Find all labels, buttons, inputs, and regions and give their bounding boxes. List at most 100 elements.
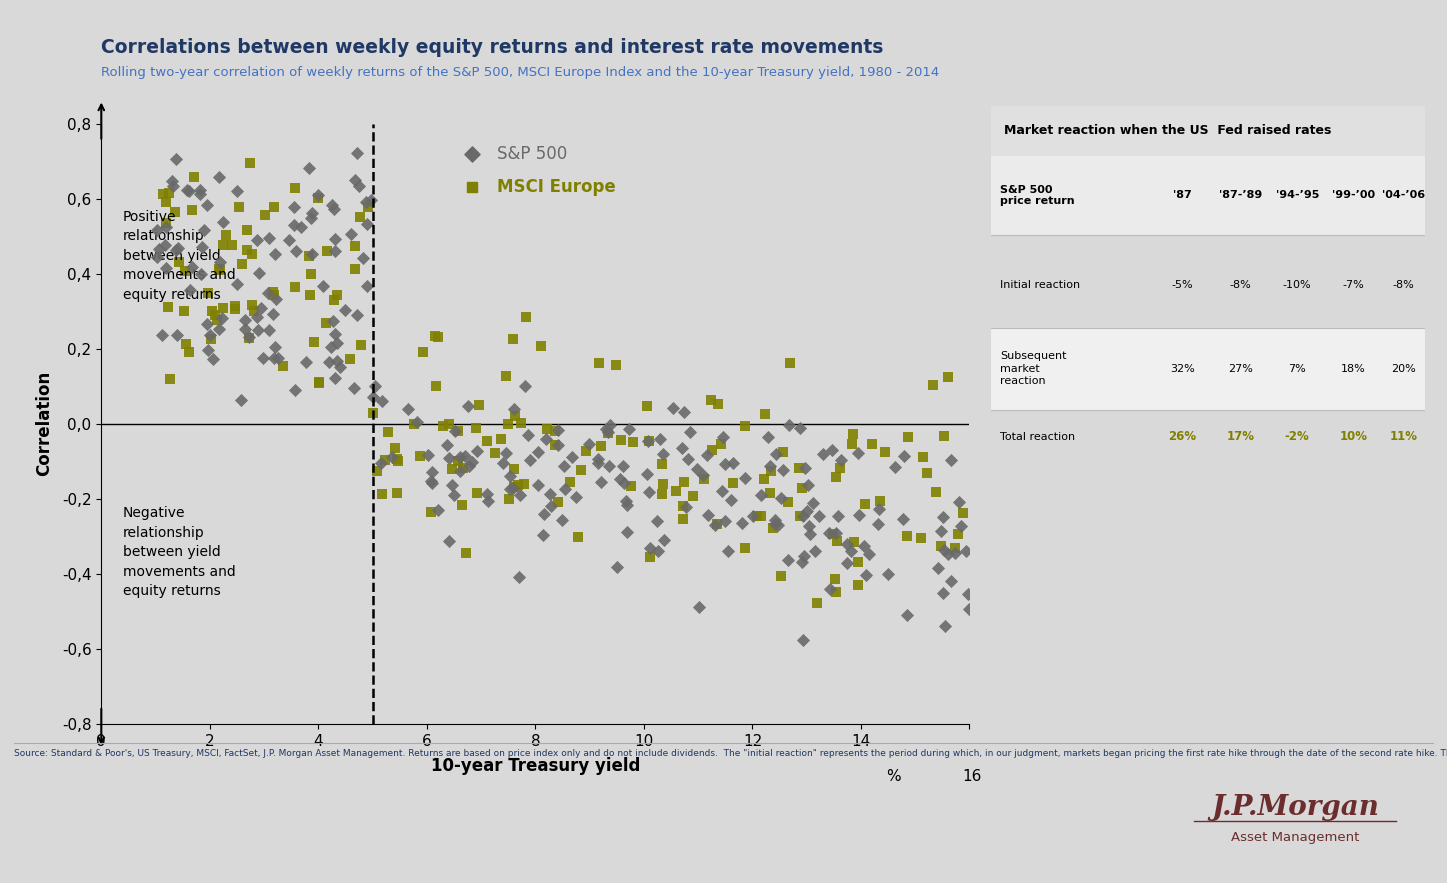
- Point: [168, 255, 191, 269]
- Point: [596, 425, 619, 439]
- Text: 20%: 20%: [1391, 364, 1417, 374]
- Text: '87-’89: '87-’89: [1220, 191, 1262, 200]
- Point: [207, 322, 230, 336]
- Point: [506, 478, 530, 492]
- Point: [855, 568, 878, 582]
- Point: [846, 577, 870, 592]
- Point: [240, 246, 263, 260]
- Text: 27%: 27%: [1229, 364, 1253, 374]
- Point: [339, 227, 362, 241]
- Point: [527, 445, 550, 459]
- Point: [370, 394, 394, 408]
- Point: [420, 504, 443, 518]
- Point: [495, 369, 518, 383]
- Point: [289, 220, 313, 234]
- Point: [764, 447, 787, 461]
- Point: [560, 449, 583, 464]
- Point: [278, 233, 301, 247]
- Point: [546, 423, 569, 437]
- Point: [298, 289, 321, 303]
- Point: [820, 443, 844, 457]
- Point: [502, 480, 525, 494]
- Point: [210, 311, 233, 325]
- Point: [385, 452, 408, 466]
- Point: [431, 419, 454, 434]
- Point: [263, 246, 287, 260]
- Point: [615, 525, 638, 540]
- Point: [637, 434, 660, 448]
- Point: [207, 262, 230, 276]
- Point: [553, 459, 576, 473]
- Text: J.P.Morgan: J.P.Morgan: [1211, 795, 1379, 821]
- Point: [803, 544, 826, 558]
- Point: [307, 376, 330, 390]
- Point: [671, 404, 695, 419]
- Point: [619, 479, 642, 493]
- Point: [352, 251, 375, 265]
- Point: [771, 445, 794, 459]
- Point: [896, 608, 919, 622]
- Point: [250, 301, 273, 315]
- Point: [768, 569, 792, 583]
- Point: [501, 332, 524, 346]
- Point: [224, 299, 247, 313]
- Point: [826, 509, 849, 524]
- Point: [933, 619, 956, 633]
- Point: [233, 313, 256, 327]
- Point: [932, 585, 955, 600]
- Point: [825, 470, 848, 484]
- Point: [496, 417, 519, 431]
- Point: [734, 540, 757, 555]
- Point: [203, 307, 226, 321]
- Point: [326, 354, 349, 368]
- Point: [635, 467, 658, 481]
- Point: [158, 186, 181, 200]
- Point: [550, 513, 573, 527]
- Point: [648, 432, 671, 446]
- Point: [190, 240, 213, 254]
- Point: [214, 228, 237, 242]
- Point: [612, 477, 635, 491]
- Point: [805, 595, 828, 609]
- Point: [664, 484, 687, 498]
- Point: [350, 338, 373, 352]
- Point: [498, 492, 521, 506]
- Point: [559, 474, 582, 488]
- Point: [201, 304, 224, 318]
- Point: [262, 351, 285, 365]
- Point: [307, 191, 330, 205]
- Point: [822, 527, 845, 541]
- Point: [731, 517, 754, 531]
- Point: [232, 257, 255, 271]
- Point: [265, 291, 288, 306]
- Point: [182, 170, 205, 184]
- Point: [638, 541, 661, 555]
- Point: [752, 472, 776, 486]
- Point: [676, 451, 699, 465]
- Point: [159, 372, 182, 386]
- Point: [320, 340, 343, 354]
- Point: [587, 356, 611, 370]
- Point: [734, 419, 757, 434]
- Point: [841, 437, 864, 451]
- Point: [424, 379, 447, 393]
- Point: [674, 500, 697, 514]
- Point: [842, 535, 865, 549]
- Point: [819, 582, 842, 596]
- Point: [334, 304, 357, 318]
- Point: [315, 244, 339, 258]
- Point: [929, 539, 952, 553]
- Point: [512, 477, 535, 491]
- Point: [710, 484, 734, 498]
- Point: [314, 316, 337, 330]
- Point: [818, 525, 841, 540]
- Point: [282, 218, 305, 232]
- Point: [932, 429, 955, 443]
- Text: Total reaction: Total reaction: [1000, 432, 1075, 442]
- Point: [764, 513, 787, 527]
- Point: [861, 437, 884, 451]
- Point: [437, 451, 460, 465]
- Point: [258, 231, 281, 245]
- Point: [943, 541, 967, 555]
- Point: [638, 434, 661, 449]
